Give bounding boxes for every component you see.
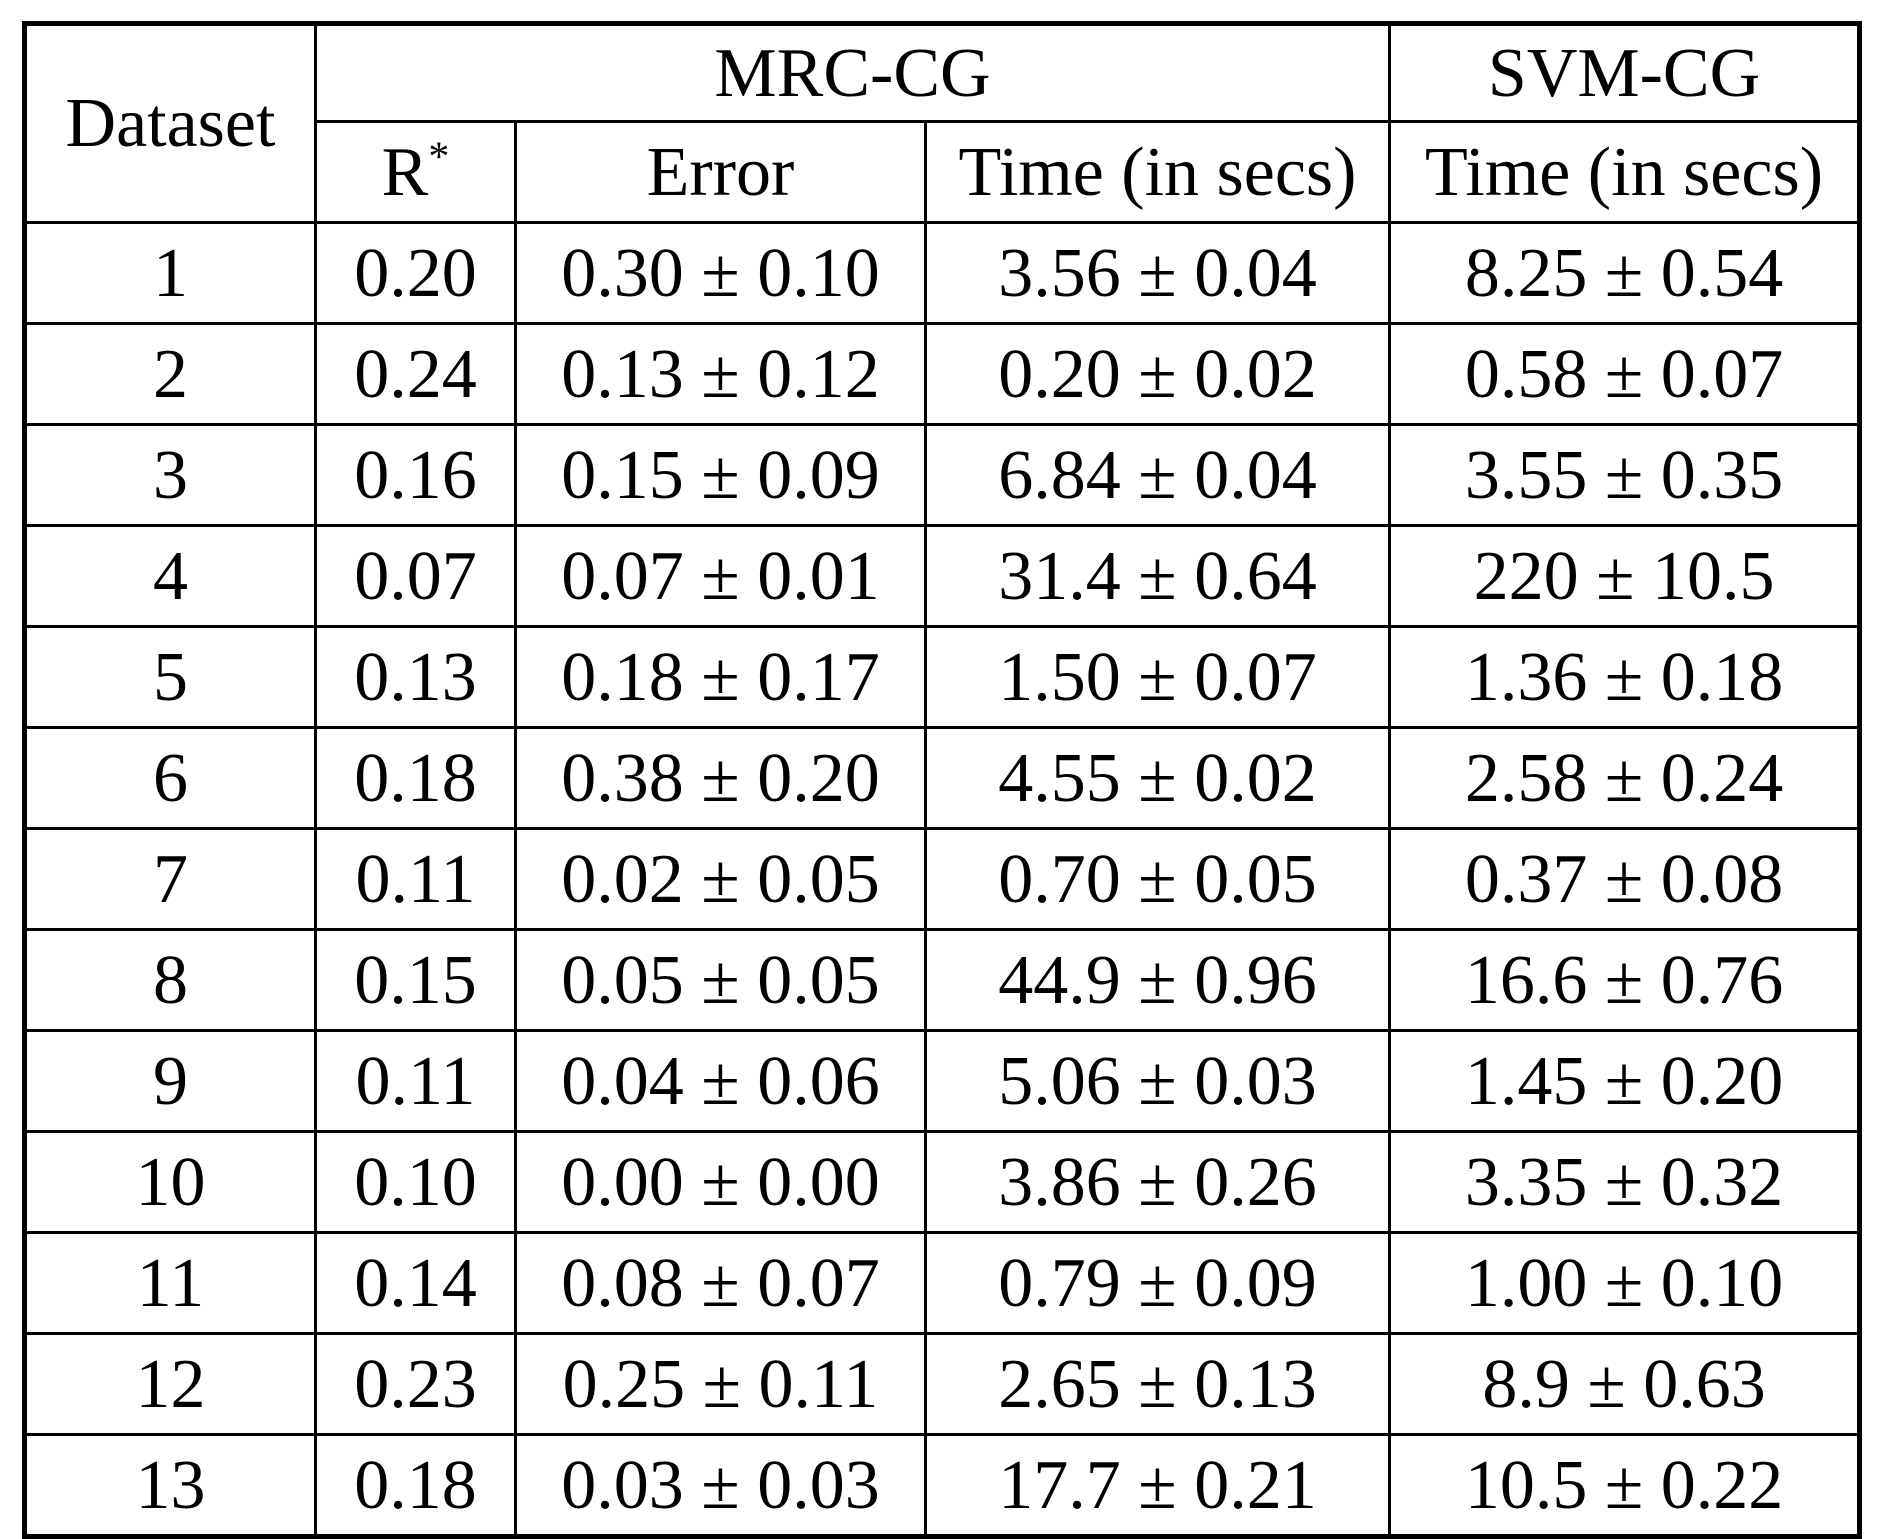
- table-body: 1 0.20 0.30 ± 0.10 3.56 ± 0.04 8.25 ± 0.…: [23, 221, 1862, 1538]
- results-table: Dataset MRC-CG SVM-CG R* Error Time (in …: [22, 21, 1863, 1539]
- header-time-svm: Time (in secs): [1388, 120, 1862, 224]
- cell-time-mrc: 1.50 ± 0.07: [923, 625, 1392, 729]
- cell-time-mrc: 0.79 ± 0.09: [923, 1231, 1392, 1335]
- cell-r-star: 0.20: [314, 221, 517, 325]
- cell-error: 0.38 ± 0.20: [514, 726, 927, 830]
- cell-dataset: 12: [23, 1332, 317, 1436]
- cell-time-svm: 1.45 ± 0.20: [1388, 1029, 1862, 1133]
- cell-r-star: 0.11: [314, 1029, 517, 1133]
- cell-error: 0.03 ± 0.03: [514, 1433, 927, 1538]
- cell-error: 0.18 ± 0.17: [514, 625, 927, 729]
- header-r-star: R*: [314, 120, 517, 224]
- cell-time-svm: 8.9 ± 0.63: [1388, 1332, 1862, 1436]
- cell-time-svm: 16.6 ± 0.76: [1388, 928, 1862, 1032]
- cell-dataset: 3: [23, 423, 317, 527]
- cell-error: 0.13 ± 0.12: [514, 322, 927, 426]
- table-row: 11 0.14 0.08 ± 0.07 0.79 ± 0.09 1.00 ± 0…: [23, 1231, 1862, 1335]
- cell-r-star: 0.23: [314, 1332, 517, 1436]
- table-row: 2 0.24 0.13 ± 0.12 0.20 ± 0.02 0.58 ± 0.…: [23, 322, 1862, 426]
- cell-time-mrc: 6.84 ± 0.04: [923, 423, 1392, 527]
- cell-r-star: 0.18: [314, 726, 517, 830]
- cell-error: 0.05 ± 0.05: [514, 928, 927, 1032]
- header-time-mrc: Time (in secs): [923, 120, 1392, 224]
- header-group-mrc-cg: MRC-CG: [313, 22, 1392, 123]
- cell-dataset: 7: [23, 827, 317, 931]
- cell-r-star: 0.15: [314, 928, 517, 1032]
- table-header: Dataset MRC-CG SVM-CG R* Error Time (in …: [23, 22, 1862, 224]
- header-dataset: Dataset: [23, 22, 317, 224]
- cell-time-mrc: 5.06 ± 0.03: [923, 1029, 1392, 1133]
- table-row: 5 0.13 0.18 ± 0.17 1.50 ± 0.07 1.36 ± 0.…: [23, 625, 1862, 729]
- cell-time-svm: 2.58 ± 0.24: [1388, 726, 1862, 830]
- cell-time-svm: 1.00 ± 0.10: [1388, 1231, 1862, 1335]
- cell-error: 0.15 ± 0.09: [514, 423, 927, 527]
- cell-error: 0.00 ± 0.00: [514, 1130, 927, 1234]
- cell-error: 0.02 ± 0.05: [514, 827, 927, 931]
- cell-time-mrc: 3.86 ± 0.26: [923, 1130, 1392, 1234]
- cell-r-star: 0.14: [314, 1231, 517, 1335]
- cell-time-mrc: 44.9 ± 0.96: [923, 928, 1392, 1032]
- cell-r-star: 0.13: [314, 625, 517, 729]
- cell-dataset: 6: [23, 726, 317, 830]
- cell-r-star: 0.16: [314, 423, 517, 527]
- cell-r-star: 0.24: [314, 322, 517, 426]
- table-row: 10 0.10 0.00 ± 0.00 3.86 ± 0.26 3.35 ± 0…: [23, 1130, 1862, 1234]
- header-sub-row: R* Error Time (in secs) Time (in secs): [25, 120, 1862, 224]
- cell-time-svm: 3.35 ± 0.32: [1388, 1130, 1862, 1234]
- cell-time-mrc: 31.4 ± 0.64: [923, 524, 1392, 628]
- cell-dataset: 11: [23, 1231, 317, 1335]
- cell-dataset: 9: [23, 1029, 317, 1133]
- cell-dataset: 5: [23, 625, 317, 729]
- cell-dataset: 1: [23, 221, 317, 325]
- cell-time-svm: 10.5 ± 0.22: [1388, 1433, 1862, 1538]
- table-row: 7 0.11 0.02 ± 0.05 0.70 ± 0.05 0.37 ± 0.…: [23, 827, 1862, 931]
- table-row: 9 0.11 0.04 ± 0.06 5.06 ± 0.03 1.45 ± 0.…: [23, 1029, 1862, 1133]
- header-group-svm-cg: SVM-CG: [1388, 22, 1862, 123]
- cell-time-svm: 1.36 ± 0.18: [1388, 625, 1862, 729]
- table-row: 4 0.07 0.07 ± 0.01 31.4 ± 0.64 220 ± 10.…: [23, 524, 1862, 628]
- cell-r-star: 0.11: [314, 827, 517, 931]
- table-row: 3 0.16 0.15 ± 0.09 6.84 ± 0.04 3.55 ± 0.…: [23, 423, 1862, 527]
- cell-time-svm: 3.55 ± 0.35: [1388, 423, 1862, 527]
- cell-time-mrc: 17.7 ± 0.21: [923, 1433, 1392, 1538]
- cell-error: 0.25 ± 0.11: [514, 1332, 927, 1436]
- cell-time-svm: 8.25 ± 0.54: [1388, 221, 1862, 325]
- cell-time-svm: 0.37 ± 0.08: [1388, 827, 1862, 931]
- cell-error: 0.08 ± 0.07: [514, 1231, 927, 1335]
- table-row: 8 0.15 0.05 ± 0.05 44.9 ± 0.96 16.6 ± 0.…: [23, 928, 1862, 1032]
- cell-time-mrc: 2.65 ± 0.13: [923, 1332, 1392, 1436]
- header-group-row: Dataset MRC-CG SVM-CG: [23, 22, 1862, 224]
- header-r-star-sup: *: [428, 134, 450, 181]
- header-r-star-base: R: [381, 133, 429, 211]
- cell-time-svm: 220 ± 10.5: [1388, 524, 1862, 628]
- table-row: 12 0.23 0.25 ± 0.11 2.65 ± 0.13 8.9 ± 0.…: [23, 1332, 1862, 1436]
- cell-error: 0.07 ± 0.01: [514, 524, 927, 628]
- cell-r-star: 0.07: [314, 524, 517, 628]
- cell-error: 0.30 ± 0.10: [514, 221, 927, 325]
- cell-time-mrc: 0.20 ± 0.02: [923, 322, 1392, 426]
- cell-time-svm: 0.58 ± 0.07: [1388, 322, 1862, 426]
- cell-dataset: 13: [23, 1433, 317, 1538]
- cell-r-star: 0.18: [314, 1433, 517, 1538]
- cell-time-mrc: 4.55 ± 0.02: [923, 726, 1392, 830]
- table-row: 13 0.18 0.03 ± 0.03 17.7 ± 0.21 10.5 ± 0…: [23, 1433, 1862, 1538]
- header-error: Error: [514, 120, 927, 224]
- cell-time-mrc: 3.56 ± 0.04: [923, 221, 1392, 325]
- cell-time-mrc: 0.70 ± 0.05: [923, 827, 1392, 931]
- cell-dataset: 4: [23, 524, 317, 628]
- cell-error: 0.04 ± 0.06: [514, 1029, 927, 1133]
- table-row: 1 0.20 0.30 ± 0.10 3.56 ± 0.04 8.25 ± 0.…: [23, 221, 1862, 325]
- cell-dataset: 8: [23, 928, 317, 1032]
- cell-r-star: 0.10: [314, 1130, 517, 1234]
- cell-dataset: 10: [23, 1130, 317, 1234]
- table-row: 6 0.18 0.38 ± 0.20 4.55 ± 0.02 2.58 ± 0.…: [23, 726, 1862, 830]
- cell-dataset: 2: [23, 322, 317, 426]
